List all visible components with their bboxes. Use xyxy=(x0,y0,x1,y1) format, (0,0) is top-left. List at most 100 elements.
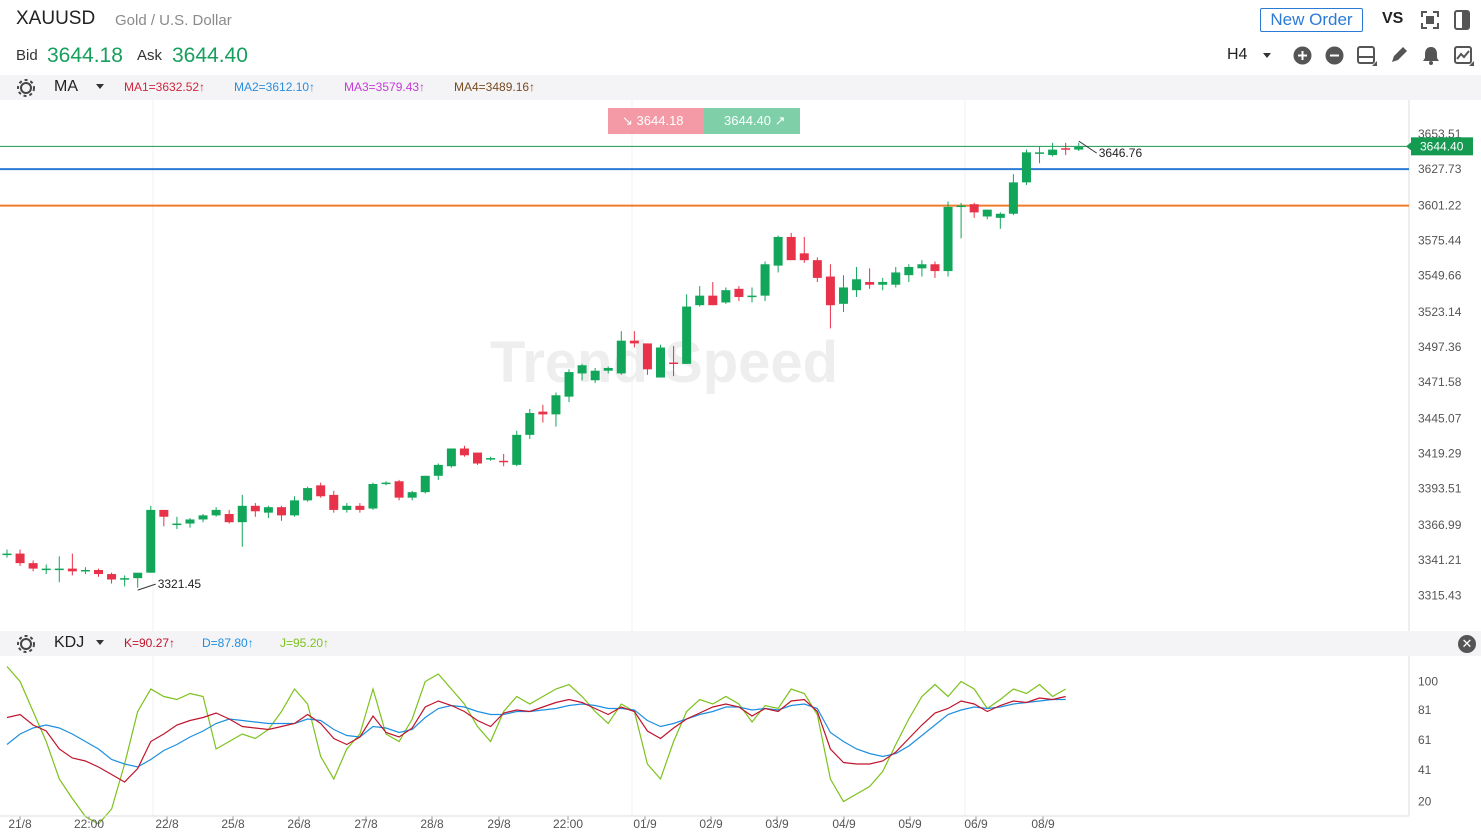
d-value: D=87.80↑ xyxy=(202,636,254,650)
vs-button[interactable]: VS xyxy=(1382,10,1404,27)
candle xyxy=(211,507,221,517)
price-tick-label: 3419.29 xyxy=(1418,447,1462,461)
candle xyxy=(538,404,548,423)
high-annotation-leader xyxy=(1078,140,1098,154)
layout-icon[interactable] xyxy=(1356,45,1378,67)
ma-indicator-select[interactable]: MA xyxy=(54,78,78,95)
candle xyxy=(852,266,862,298)
kdj-chart[interactable]: 100 81 61 41 20 21/8 22:00 22/8 25/8 26/8 27/8 28/… xyxy=(0,656,1481,834)
timeframe-select[interactable]: H4 xyxy=(1227,46,1248,63)
new-order-button[interactable]: New Order xyxy=(1260,8,1363,32)
kdj-tick-label: 41 xyxy=(1418,763,1432,777)
ma-chevron-down-icon[interactable] xyxy=(96,84,104,89)
fullscreen-icon[interactable] xyxy=(1420,10,1440,30)
ma-indicator-bar: MA MA1=3632.52↑ MA2=3612.10↑ MA3=3579.43… xyxy=(0,75,1481,100)
panel-toggle-icon[interactable] xyxy=(1452,9,1472,31)
candle xyxy=(133,572,143,588)
price-chart[interactable]: Trend Speed 3653.513627.733601.223575.44… xyxy=(0,100,1481,631)
kdj-tick-label: 61 xyxy=(1418,733,1432,747)
price-tick-label: 3497.36 xyxy=(1418,340,1462,354)
symbol-name: Gold / U.S. Dollar xyxy=(115,12,232,29)
candle xyxy=(995,212,1005,229)
time-tick-label: 08/9 xyxy=(1031,817,1055,831)
ma4-value: MA4=3489.16↑ xyxy=(454,80,536,94)
kdj-chevron-down-icon[interactable] xyxy=(96,640,104,645)
candle xyxy=(1061,142,1071,156)
time-tick-label: 21/8 xyxy=(8,817,32,831)
time-tick-label: 06/9 xyxy=(964,817,988,831)
candle xyxy=(250,503,260,517)
candle xyxy=(185,518,195,528)
alert-bell-icon[interactable] xyxy=(1421,45,1441,66)
zoom-out-icon[interactable] xyxy=(1325,46,1344,65)
candle xyxy=(786,232,796,261)
candle xyxy=(838,275,848,313)
candle xyxy=(982,209,992,220)
indicator-chart-icon[interactable] xyxy=(1453,45,1475,67)
candle xyxy=(446,448,456,468)
ask-quote-box[interactable]: 3644.40 ↗ xyxy=(704,108,800,134)
candle xyxy=(420,475,430,494)
candle xyxy=(120,575,130,587)
candle xyxy=(172,516,182,530)
symbol-title: XAUUSD xyxy=(16,8,96,29)
kdj-settings-gear-icon[interactable] xyxy=(17,635,35,653)
close-indicator-icon[interactable]: ✕ xyxy=(1458,635,1476,653)
kdj-j-line xyxy=(6,666,1066,825)
current-price-tag-label: 3644.40 xyxy=(1420,139,1464,153)
candle xyxy=(329,490,339,513)
price-tick-label: 3471.58 xyxy=(1418,375,1462,389)
candle xyxy=(342,503,352,513)
price-tick-label: 3315.43 xyxy=(1418,588,1462,602)
candle xyxy=(1021,149,1031,186)
price-tick-label: 3445.07 xyxy=(1418,411,1462,425)
zoom-in-icon[interactable] xyxy=(1293,46,1312,65)
candle xyxy=(499,453,509,467)
ma-settings-gear-icon[interactable] xyxy=(17,79,35,97)
candle xyxy=(590,367,600,383)
candle xyxy=(878,277,888,291)
bid-price: 3644.18 xyxy=(47,44,123,67)
candle xyxy=(93,568,103,577)
high-annotation: 3646.76 xyxy=(1099,146,1143,160)
price-tick-label: 3523.14 xyxy=(1418,305,1462,319)
ask-quote-value: 3644.40 xyxy=(724,113,771,128)
candle xyxy=(355,503,365,513)
candle xyxy=(486,456,496,461)
candle xyxy=(773,235,783,273)
candle xyxy=(865,268,875,289)
candle xyxy=(603,366,613,374)
candle xyxy=(812,257,822,282)
candle xyxy=(695,286,705,307)
bid-label: Bid xyxy=(16,47,38,64)
time-tick-label: 29/8 xyxy=(487,817,511,831)
candle xyxy=(616,331,626,375)
time-tick-label: 28/8 xyxy=(420,817,444,831)
kdj-d-line xyxy=(6,698,1066,768)
up-arrow-icon: ↗ xyxy=(774,113,786,128)
price-tick-label: 3601.22 xyxy=(1418,198,1462,212)
candle xyxy=(41,564,51,575)
time-tick-label: 02/9 xyxy=(699,817,723,831)
candle xyxy=(28,560,38,572)
time-tick-label: 05/9 xyxy=(898,817,922,831)
timeframe-chevron-down-icon[interactable] xyxy=(1263,53,1271,58)
kdj-indicator-select[interactable]: KDJ xyxy=(54,634,85,651)
time-tick-label: 22:00 xyxy=(553,817,583,831)
candle xyxy=(67,553,77,576)
candle xyxy=(969,202,979,218)
candle xyxy=(956,202,966,239)
candle xyxy=(473,452,483,465)
ask-price: 3644.40 xyxy=(172,44,248,67)
quote-header: XAUUSD Gold / U.S. Dollar Bid 3644.18 As… xyxy=(0,0,1481,76)
current-price-tag xyxy=(1411,137,1473,156)
candle xyxy=(512,430,522,467)
candle xyxy=(198,514,208,523)
candle xyxy=(224,509,234,524)
candle xyxy=(734,286,744,302)
candle xyxy=(799,236,809,263)
price-tick-label: 3366.99 xyxy=(1418,518,1462,532)
candle xyxy=(669,346,679,377)
bid-quote-box[interactable]: ↘ 3644.18 xyxy=(608,108,704,134)
draw-pencil-icon[interactable] xyxy=(1389,45,1409,65)
